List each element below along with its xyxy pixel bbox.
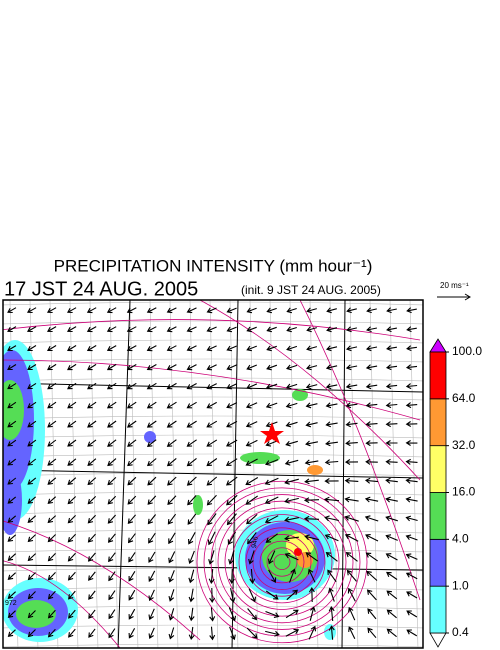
parallel [3,434,423,439]
parallel-major [3,382,423,393]
isobar [224,507,340,617]
meridian-major [117,300,131,648]
meridian [89,300,99,648]
meridian [409,300,419,648]
colorbar-label: 64.0 [452,391,476,405]
isobar [238,520,326,604]
isobar [3,319,421,341]
meridian [229,300,239,648]
parallel [3,472,423,477]
parallel [3,510,423,515]
colorbar-segment [429,398,447,447]
colorbar-label: 100.0 [452,344,482,358]
vector-scale-label: 20 ms⁻¹ [440,281,469,290]
meridian-major [231,300,239,648]
isobar [203,487,361,637]
meridian [109,300,119,648]
contour-label: 972 [5,600,17,607]
wind-vectors [7,307,418,641]
precip-area [297,552,313,568]
parallel [3,415,423,420]
valid-time: 17 JST 24 AUG. 2005 [4,278,198,300]
meridian [329,300,339,648]
meridian [349,300,359,648]
isobar [273,554,291,571]
isobar [196,480,368,644]
precip-area [16,600,56,628]
parallel [3,339,423,344]
precip-area [144,431,156,443]
colorbar-over [429,338,447,353]
map: 946 972 [3,300,423,648]
location-star [260,422,284,444]
parallel [3,320,423,325]
colorbar-segment [429,585,447,634]
precip-area [324,624,336,640]
colorbar-label: 1.0 [452,578,469,592]
parallel [3,643,423,648]
colorbar-under [429,632,447,648]
meridian [69,300,79,648]
parallel-major [3,564,423,571]
colorbar-segment [429,538,447,587]
colorbar-label: 0.4 [452,625,469,639]
parallel [3,358,423,363]
meridian [209,300,219,648]
colorbar-segment [429,492,447,540]
meridian [309,300,319,648]
vector-scale-arrow [437,293,471,301]
parallel [3,491,423,496]
parallel-major [3,469,423,479]
isobar [217,500,347,624]
colorbar-label: 16.0 [452,485,476,499]
colorbar-label: 32.0 [452,438,476,452]
parallel [3,301,423,306]
precip-area [240,452,280,464]
isobar [3,520,201,641]
meridian [129,300,139,648]
isobar [245,527,319,597]
precip-area [307,465,323,475]
colorbar-segment [429,351,447,400]
colorbar-segment [429,445,447,493]
isobar [199,300,421,481]
isobar [299,300,421,601]
precip-area [193,495,203,515]
isobar [266,547,298,577]
isobar [3,359,421,421]
meridian [169,300,179,648]
precip-area [292,389,308,401]
precip-area [286,533,314,557]
isobar [3,560,121,648]
meridian [189,300,199,648]
parallel [3,548,423,553]
colorbar-label: 4.0 [452,532,469,546]
isobar [252,534,312,590]
colorbar: 0.4 1.0 4.0 16.0 32.0 64.0 100.0 [429,338,482,648]
parallel [3,377,423,382]
contour-label: 946 [251,536,260,549]
map-frame [2,299,424,649]
init-time: (init. 9 JST 24 AUG. 2005) [241,283,381,297]
meridian-major [341,300,346,648]
isobar [259,540,305,584]
meridian [149,300,159,648]
parallel [3,453,423,458]
title: PRECIPITATION INTENSITY (mm hour⁻¹) [54,256,373,275]
parallel [3,396,423,401]
